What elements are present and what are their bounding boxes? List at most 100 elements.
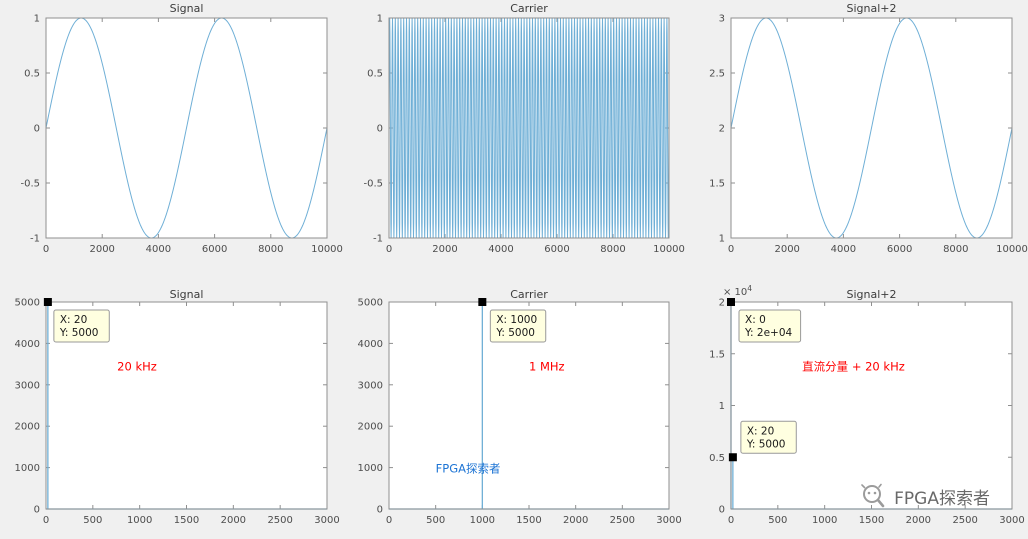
tick-labels: 0 500 1000 1500 2000 2500 3000 0 1000 2000 3000 400… xyxy=(15,298,340,527)
svg-text:1.5: 1.5 xyxy=(709,349,725,360)
svg-text:4000: 4000 xyxy=(15,339,40,350)
svg-text:0: 0 xyxy=(386,244,392,255)
svg-text:-1: -1 xyxy=(373,234,383,245)
svg-text:4000: 4000 xyxy=(488,244,513,255)
svg-text:0: 0 xyxy=(34,124,40,135)
axes-box xyxy=(388,301,670,510)
annotation-text: FPGA探索者 xyxy=(436,462,501,476)
svg-text:0.5: 0.5 xyxy=(367,69,383,80)
signal-plus-2-spectrum-axes[interactable]: 0 500 1000 1500 2000 2500 3000 0 0.5 1 1.5 2 X: 0 Y: … xyxy=(685,268,1028,539)
svg-text:1500: 1500 xyxy=(859,515,884,526)
svg-text:10000: 10000 xyxy=(311,244,343,255)
svg-text:2000: 2000 xyxy=(15,422,40,433)
datatip-line: X: 1000 xyxy=(496,314,537,326)
watermark: FPGA探索者 xyxy=(858,481,990,511)
datatip-marker[interactable] xyxy=(43,298,52,306)
svg-text:1000: 1000 xyxy=(470,515,495,526)
svg-text:0: 0 xyxy=(728,515,734,526)
svg-text:1: 1 xyxy=(719,234,725,245)
svg-text:4000: 4000 xyxy=(358,339,383,350)
svg-text:2000: 2000 xyxy=(906,515,931,526)
datatip-line: X: 0 xyxy=(745,314,766,326)
svg-text:10000: 10000 xyxy=(996,244,1028,255)
signal-time-axes[interactable]: 0 2000 4000 6000 8000 10000 -1 -0.5 0 0.5 1 xyxy=(0,0,343,268)
svg-text:2000: 2000 xyxy=(563,515,588,526)
datatip[interactable]: X: 20Y: 5000 xyxy=(740,420,797,454)
svg-text:5000: 5000 xyxy=(358,298,383,309)
svg-text:0: 0 xyxy=(377,505,383,516)
signal-line xyxy=(730,17,1013,239)
svg-text:2000: 2000 xyxy=(89,244,114,255)
subplot-carrier-spectrum: Carrier 0 500 1000 1500 2000 2500 3000 0 1000 200… xyxy=(343,268,685,539)
datatip[interactable]: X: 0Y: 2e+04 xyxy=(738,309,802,343)
svg-text:2.5: 2.5 xyxy=(709,69,725,80)
datatip-line: Y: 5000 xyxy=(59,327,99,339)
datatip-line: X: 20 xyxy=(60,314,87,326)
datatip-line: Y: 2e+04 xyxy=(744,327,793,339)
svg-text:2500: 2500 xyxy=(610,515,635,526)
subplot-signal-spectrum: Signal 0 500 1000 1500 2000 2500 3000 0 1000 2000… xyxy=(0,268,343,539)
svg-text:1000: 1000 xyxy=(358,463,383,474)
axes-svg[interactable]: 0 2000 4000 6000 8000 10000 -1 -0.5 0 0.5 1 xyxy=(0,0,343,268)
svg-text:0: 0 xyxy=(728,244,734,255)
signal-line xyxy=(45,17,328,239)
svg-text:2000: 2000 xyxy=(774,244,799,255)
axes-box xyxy=(45,301,328,510)
axes-svg[interactable]: 0 2000 4000 6000 8000 10000 1 1.5 2 2.5 3 xyxy=(685,0,1028,268)
svg-text:2: 2 xyxy=(719,298,725,309)
svg-text:0.5: 0.5 xyxy=(24,69,40,80)
svg-text:3000: 3000 xyxy=(314,515,339,526)
subplot-signal-plus-2-spectrum: Signal+2 0 500 1000 1500 2000 2500 3000 0 0.5 1 1.… xyxy=(685,268,1028,539)
subplot-carrier-time: Carrier 0 2000 4000 6000 8000 10000 -1 -0.5 0 0.5… xyxy=(343,0,685,268)
axes-svg[interactable]: 0 2000 4000 6000 8000 10000 -1 -0.5 0 0.5 1 xyxy=(343,0,685,268)
datatip-marker[interactable] xyxy=(727,298,735,306)
svg-text:2500: 2500 xyxy=(952,515,977,526)
axes-box xyxy=(730,301,1013,510)
svg-text:3000: 3000 xyxy=(656,515,681,526)
axes-box xyxy=(730,17,1013,239)
svg-text:2000: 2000 xyxy=(432,244,457,255)
svg-text:1000: 1000 xyxy=(127,515,152,526)
svg-text:6000: 6000 xyxy=(202,244,227,255)
svg-text:0: 0 xyxy=(34,505,40,516)
svg-text:2000: 2000 xyxy=(358,422,383,433)
svg-text:2: 2 xyxy=(719,124,725,135)
y-axis-exponent: × 104 xyxy=(723,284,752,298)
axes-svg[interactable]: 0 500 1000 1500 2000 2500 3000 0 1000 2000 3000 400… xyxy=(343,268,685,539)
svg-text:1: 1 xyxy=(377,14,383,25)
carrier-time-axes[interactable]: 0 2000 4000 6000 8000 10000 -1 -0.5 0 0.5 1 xyxy=(343,0,685,268)
svg-text:1: 1 xyxy=(34,14,40,25)
axes-svg[interactable]: 0 500 1000 1500 2000 2500 3000 0 1000 2000 3000 400… xyxy=(0,268,343,539)
signal-spectrum-axes[interactable]: 0 500 1000 1500 2000 2500 3000 0 1000 2000 3000 400… xyxy=(0,268,343,539)
datatip-line: Y: 5000 xyxy=(746,438,786,450)
datatip-marker[interactable] xyxy=(478,298,487,306)
carrier-spectrum-axes[interactable]: 0 500 1000 1500 2000 2500 3000 0 1000 2000 3000 400… xyxy=(343,268,685,539)
svg-text:500: 500 xyxy=(426,515,445,526)
svg-text:0: 0 xyxy=(43,244,49,255)
svg-text:4000: 4000 xyxy=(146,244,171,255)
annotation-text: 1 MHz xyxy=(529,359,565,373)
svg-text:3000: 3000 xyxy=(15,380,40,391)
svg-text:500: 500 xyxy=(768,515,787,526)
svg-text:1000: 1000 xyxy=(15,463,40,474)
svg-text:8000: 8000 xyxy=(600,244,625,255)
svg-text:8000: 8000 xyxy=(943,244,968,255)
svg-text:2000: 2000 xyxy=(221,515,246,526)
svg-text:3000: 3000 xyxy=(358,380,383,391)
tick-labels: 0 2000 4000 6000 8000 10000 1 1.5 2 2.5 3 xyxy=(709,14,1028,256)
svg-text:1500: 1500 xyxy=(516,515,541,526)
datatip-marker[interactable] xyxy=(728,453,737,462)
svg-text:6000: 6000 xyxy=(544,244,569,255)
svg-text:0: 0 xyxy=(386,515,392,526)
signal-plus-2-time-axes[interactable]: 0 2000 4000 6000 8000 10000 1 1.5 2 2.5 3 xyxy=(685,0,1028,268)
svg-text:0: 0 xyxy=(719,505,725,516)
datatip-line: X: 20 xyxy=(747,425,774,437)
svg-text:-0.5: -0.5 xyxy=(363,179,383,190)
svg-text:1: 1 xyxy=(719,401,725,412)
datatip[interactable]: X: 20Y: 5000 xyxy=(53,309,110,343)
magnifier-mascot-icon xyxy=(861,483,885,508)
